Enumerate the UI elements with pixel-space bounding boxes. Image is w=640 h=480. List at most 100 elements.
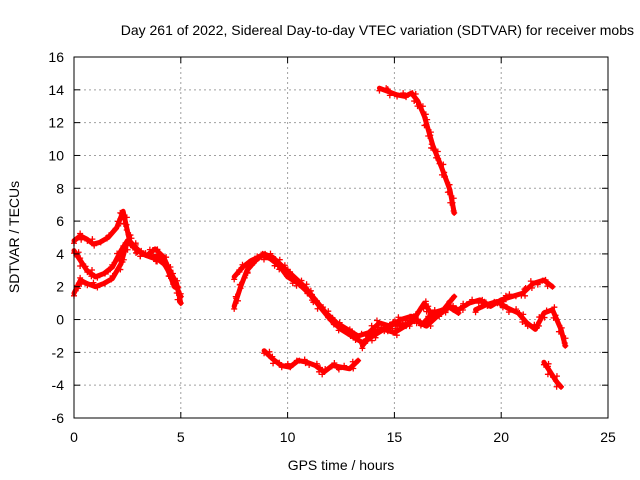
data-point-marker — [373, 317, 380, 324]
data-point-marker — [282, 265, 289, 272]
data-point-marker — [319, 371, 326, 378]
data-point-marker — [553, 316, 560, 323]
data-point-marker — [258, 251, 265, 258]
data-point-marker — [328, 363, 335, 370]
data-point-marker — [386, 323, 393, 330]
data-point-marker — [542, 276, 549, 283]
data-point-marker — [392, 323, 399, 330]
data-point-marker — [459, 307, 466, 314]
data-point-marker — [557, 328, 564, 335]
data-point-marker — [303, 281, 310, 288]
data-point-marker — [316, 368, 323, 375]
data-point-marker — [119, 211, 126, 218]
data-point-marker — [123, 226, 130, 233]
chart-title: Day 261 of 2022, Sidereal Day-to-day VTE… — [121, 22, 634, 38]
y-tick-label: 2 — [56, 279, 64, 295]
y-tick-label: 0 — [56, 312, 64, 328]
data-point-marker — [562, 342, 569, 349]
data-point-marker — [77, 263, 84, 270]
y-tick-label: -2 — [52, 344, 65, 360]
x-tick-label: 10 — [280, 429, 296, 445]
data-point-marker — [289, 280, 296, 287]
data-point-marker — [116, 256, 123, 263]
data-point-marker — [451, 293, 458, 300]
data-point-marker — [390, 329, 397, 336]
data-point-marker — [558, 383, 565, 390]
data-point-marker — [539, 277, 546, 284]
data-point-marker — [356, 338, 363, 345]
data-point-marker — [505, 309, 512, 316]
data-point-marker — [447, 297, 454, 304]
data-point-marker — [522, 285, 529, 292]
series-track-f — [261, 348, 362, 378]
data-point-marker — [270, 360, 277, 367]
data-point-marker — [307, 287, 314, 294]
data-point-marker — [551, 304, 558, 311]
data-point-marker — [369, 327, 376, 334]
data-point-marker — [296, 357, 303, 364]
data-point-marker — [84, 269, 91, 276]
x-tick-label: 5 — [177, 429, 185, 445]
data-point-marker — [434, 148, 441, 155]
data-point-marker — [278, 364, 285, 371]
data-point-marker — [329, 314, 336, 321]
data-point-marker — [90, 279, 97, 286]
data-point-marker — [314, 305, 321, 312]
data-point-marker — [558, 324, 565, 331]
data-point-marker — [232, 293, 239, 300]
data-point-marker — [381, 328, 388, 335]
data-point-marker — [114, 218, 121, 225]
data-point-marker — [272, 256, 279, 263]
x-tick-label: 20 — [493, 429, 509, 445]
y-axis-title: SDTVAR / TECUs — [6, 181, 22, 293]
data-point-marker — [433, 154, 440, 161]
data-point-marker — [469, 296, 476, 303]
data-point-marker — [414, 103, 421, 110]
data-point-marker — [108, 264, 115, 271]
data-point-marker — [132, 241, 139, 248]
data-point-marker — [174, 277, 181, 284]
data-point-marker — [94, 284, 101, 291]
data-point-marker — [491, 298, 498, 305]
y-tick-label: 4 — [56, 246, 64, 262]
data-point-marker — [135, 248, 142, 255]
data-point-marker — [520, 311, 527, 318]
data-point-marker — [254, 255, 261, 262]
data-point-marker — [378, 326, 385, 333]
data-point-marker — [108, 276, 115, 283]
data-point-marker — [109, 261, 116, 268]
data-point-marker — [240, 264, 247, 271]
data-point-marker — [543, 307, 550, 314]
data-point-marker — [475, 300, 482, 307]
data-point-marker — [266, 352, 273, 359]
data-point-marker — [550, 374, 557, 381]
data-point-marker — [527, 278, 534, 285]
data-point-marker — [534, 281, 541, 288]
data-point-marker — [236, 267, 243, 274]
data-point-marker — [513, 306, 520, 313]
data-point-marker — [533, 321, 540, 328]
x-tick-label: 15 — [387, 429, 403, 445]
data-point-marker — [502, 292, 509, 299]
data-point-marker — [482, 299, 489, 306]
data-point-marker — [562, 335, 569, 342]
data-point-marker — [424, 116, 431, 123]
data-point-marker — [154, 246, 161, 253]
data-layer — [71, 85, 569, 390]
data-point-marker — [395, 314, 402, 321]
data-point-marker — [101, 270, 108, 277]
data-point-marker — [248, 259, 255, 266]
data-point-marker — [97, 239, 104, 246]
data-point-marker — [544, 371, 551, 378]
data-point-marker — [413, 99, 420, 106]
y-tick-label: -6 — [52, 410, 65, 426]
data-point-marker — [445, 181, 452, 188]
x-axis-title: GPS time / hours — [288, 457, 395, 473]
data-point-marker — [386, 92, 393, 99]
data-point-marker — [405, 320, 412, 327]
data-point-marker — [316, 364, 323, 371]
data-point-marker — [550, 314, 557, 321]
data-point-marker — [446, 298, 453, 305]
data-point-marker — [499, 298, 506, 305]
data-point-marker — [444, 305, 451, 312]
